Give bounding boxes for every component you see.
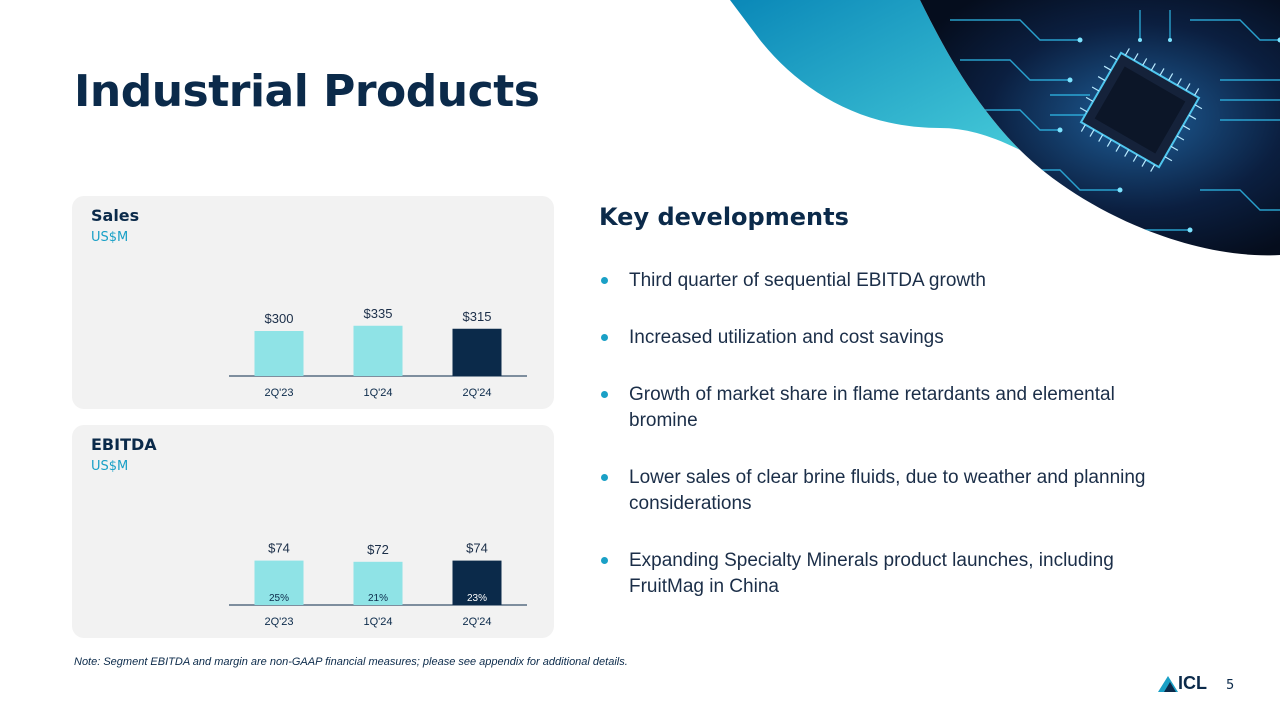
ebitda-bar-chart: $74 2Q'23 25% $72 1Q'24 21% $74 2Q'24 23%	[229, 541, 527, 628]
bar	[353, 325, 403, 376]
sales-bar-chart: $300 2Q'23 $335 1Q'24 $315 2Q'24	[229, 306, 527, 399]
bar-margin-label: 25%	[269, 593, 289, 604]
bullet-icon	[601, 334, 608, 341]
list-item-text: Lower sales of clear brine fluids, due t…	[629, 467, 1146, 514]
bar	[452, 560, 502, 605]
bar-value-label: $74	[268, 541, 290, 556]
bar	[254, 560, 304, 605]
key-developments-title: Key developments	[599, 203, 849, 231]
bar-value-label: $315	[463, 309, 492, 324]
page-number: 5	[1226, 678, 1235, 693]
footnote: Note: Segment EBITDA and margin are non-…	[74, 656, 628, 668]
x-tick-label: 2Q'24	[462, 387, 491, 399]
icl-logo: ICL	[1156, 670, 1216, 696]
bar-value-label: $74	[466, 541, 488, 556]
sales-chart-unit: US$M	[91, 230, 129, 245]
list-item: Expanding Specialty Minerals product lau…	[599, 548, 1179, 600]
bar-margin-label: 23%	[467, 593, 487, 604]
list-item: Lower sales of clear brine fluids, due t…	[599, 465, 1179, 517]
bar	[353, 561, 403, 605]
bar-value-label: $335	[364, 306, 393, 321]
circuit-board-image	[730, 0, 1280, 256]
logo-text: ICL	[1178, 673, 1207, 693]
x-tick-label: 2Q'23	[264, 616, 293, 628]
list-item: Increased utilization and cost savings	[599, 325, 1179, 351]
bar-margin-label: 21%	[368, 593, 388, 604]
key-developments-list: Third quarter of sequential EBITDA growt…	[599, 268, 1179, 600]
bullet-icon	[601, 277, 608, 284]
bullet-icon	[601, 391, 608, 398]
x-tick-label: 2Q'23	[264, 387, 293, 399]
ebitda-chart-panel: EBITDA US$M $74 2Q'23 25% $72 1Q'24 21% $74 2Q'…	[72, 425, 554, 638]
x-tick-label: 1Q'24	[363, 387, 392, 399]
x-tick-label: 2Q'24	[462, 616, 491, 628]
ebitda-chart-unit: US$M	[91, 459, 129, 474]
bar	[452, 328, 502, 376]
list-item-text: Increased utilization and cost savings	[629, 327, 944, 348]
list-item-text: Third quarter of sequential EBITDA growt…	[629, 270, 986, 291]
bar-value-label: $300	[265, 311, 294, 326]
bullet-icon	[601, 474, 608, 481]
list-item: Growth of market share in flame retardan…	[599, 382, 1179, 434]
bar	[254, 331, 304, 376]
sales-chart-title: Sales	[91, 206, 140, 225]
list-item-text: Growth of market share in flame retardan…	[629, 384, 1115, 431]
bullet-icon	[601, 557, 608, 564]
list-item-text: Expanding Specialty Minerals product lau…	[629, 550, 1114, 597]
list-item: Third quarter of sequential EBITDA growt…	[599, 268, 1179, 294]
x-tick-label: 1Q'24	[363, 616, 392, 628]
ebitda-chart-title: EBITDA	[91, 435, 157, 454]
bar-value-label: $72	[367, 542, 389, 557]
page-title: Industrial Products	[74, 66, 540, 117]
sales-chart-panel: Sales US$M $300 2Q'23 $335 1Q'24 $315 2Q'24	[72, 196, 554, 409]
